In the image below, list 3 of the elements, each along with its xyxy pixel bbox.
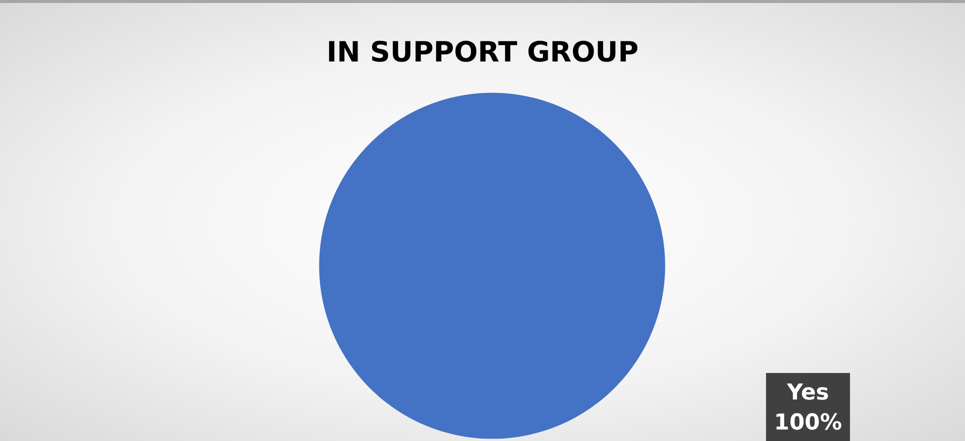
data-label: 100% <box>774 410 842 436</box>
chart-title: IN SUPPORT GROUP <box>326 36 639 68</box>
slice-label: Yes <box>786 380 829 406</box>
